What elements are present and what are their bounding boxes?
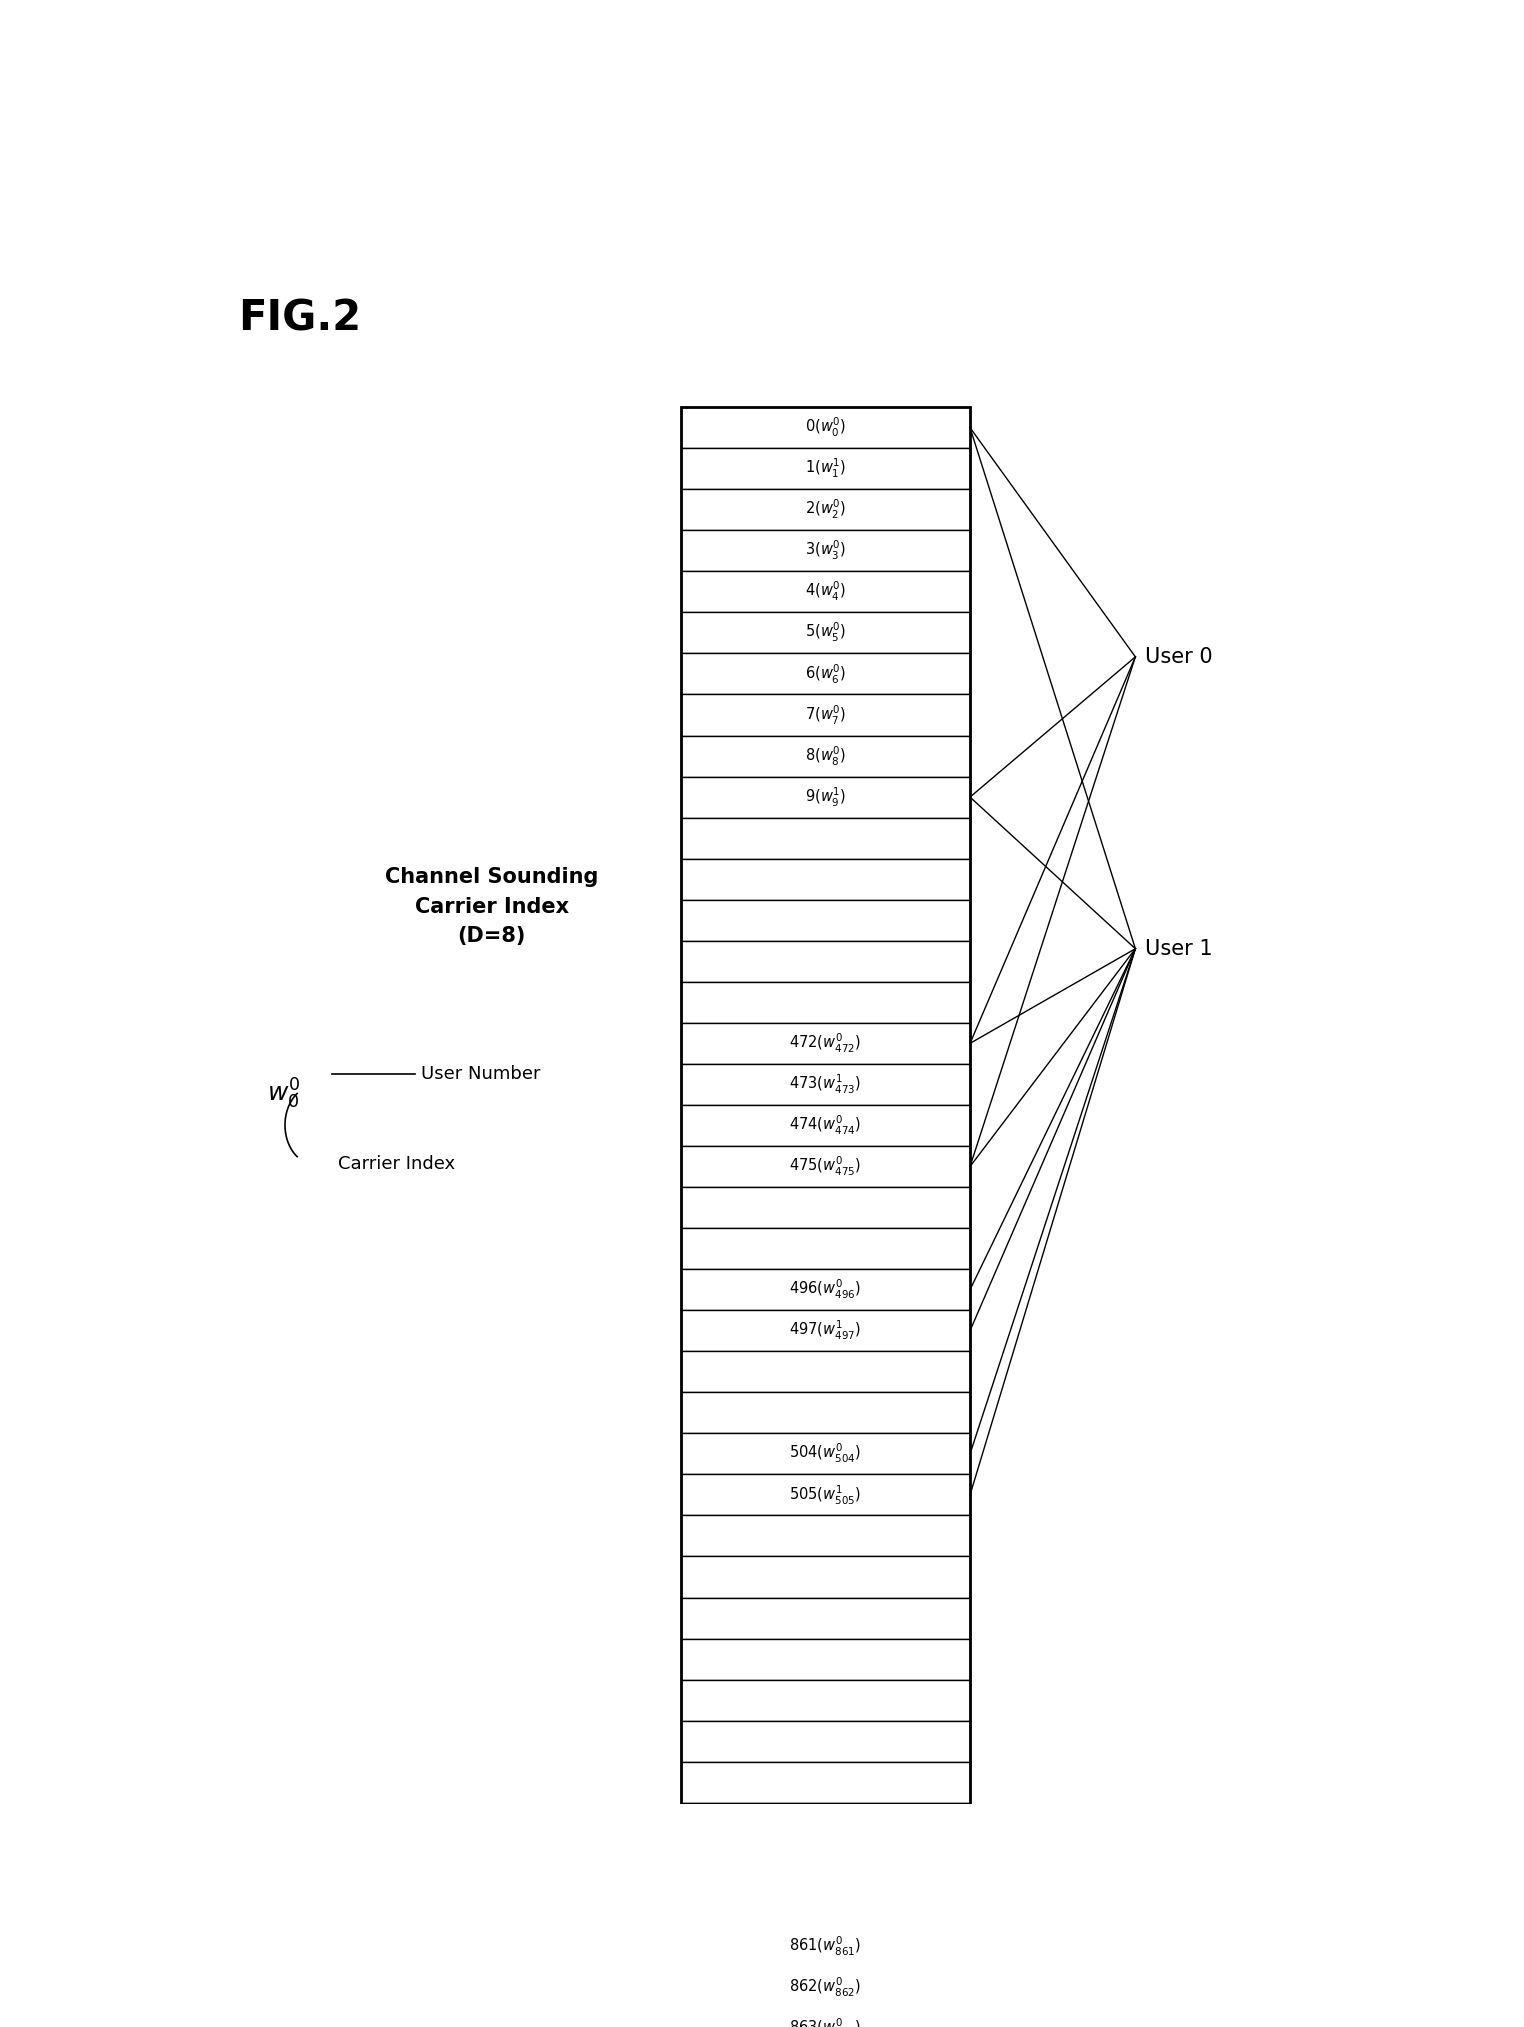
Bar (681, 1845, 971, 1885)
Bar (681, 817, 971, 859)
Text: $w_0^0$: $w_0^0$ (267, 1076, 300, 1111)
Bar (681, 531, 971, 572)
Text: $7(w_{7}^{0})$: $7(w_{7}^{0})$ (805, 703, 846, 726)
Text: $505(w_{505}^{1})$: $505(w_{505}^{1})$ (789, 1484, 861, 1506)
Bar (681, 941, 971, 981)
Text: FIG.2: FIG.2 (238, 298, 361, 341)
Text: $473(w_{473}^{1})$: $473(w_{473}^{1})$ (789, 1072, 861, 1097)
Text: User Number: User Number (421, 1064, 541, 1082)
Bar (681, 1269, 971, 1309)
Text: $4(w_{4}^{0})$: $4(w_{4}^{0})$ (805, 580, 846, 604)
Bar (681, 1352, 971, 1393)
Text: $0(w_{0}^{0})$: $0(w_{0}^{0})$ (805, 416, 846, 440)
Bar (681, 572, 971, 612)
Text: Channel Sounding
Carrier Index
(D=8): Channel Sounding Carrier Index (D=8) (386, 868, 599, 947)
Bar (681, 1680, 971, 1721)
Bar (681, 1926, 971, 1966)
Bar (681, 695, 971, 736)
Bar (681, 1885, 971, 1926)
Text: $9(w_{9}^{1})$: $9(w_{9}^{1})$ (805, 786, 846, 809)
Text: $474(w_{474}^{0})$: $474(w_{474}^{0})$ (789, 1115, 861, 1137)
Text: $8(w_{8}^{0})$: $8(w_{8}^{0})$ (805, 744, 846, 768)
Bar (681, 653, 971, 695)
Bar (681, 1761, 971, 1802)
Text: $496(w_{496}^{0})$: $496(w_{496}^{0})$ (789, 1279, 861, 1301)
Bar (681, 489, 971, 531)
Text: $1(w_{1}^{1})$: $1(w_{1}^{1})$ (805, 458, 846, 480)
Bar (681, 859, 971, 900)
Bar (681, 1802, 971, 1845)
Bar (681, 612, 971, 653)
Text: $5(w_{5}^{0})$: $5(w_{5}^{0})$ (805, 622, 846, 645)
Bar (681, 900, 971, 941)
Text: User 1: User 1 (1145, 939, 1213, 959)
Bar (681, 1105, 971, 1145)
Text: $862(w_{862}^{0})$: $862(w_{862}^{0})$ (789, 1976, 861, 1999)
Bar (681, 1393, 971, 1433)
Text: $863(w_{863}^{0})$: $863(w_{863}^{0})$ (789, 2017, 861, 2027)
Text: $2(w_{2}^{0})$: $2(w_{2}^{0})$ (805, 499, 846, 521)
Text: User 0: User 0 (1145, 647, 1213, 667)
Text: $3(w_{3}^{0})$: $3(w_{3}^{0})$ (805, 539, 846, 561)
Bar (681, 2009, 971, 2027)
Text: $497(w_{497}^{1})$: $497(w_{497}^{1})$ (789, 1320, 861, 1342)
Bar (681, 1024, 971, 1064)
Bar (681, 1557, 971, 1597)
Bar (681, 1638, 971, 1680)
Text: Carrier Index: Carrier Index (338, 1155, 456, 1174)
Bar (681, 1433, 971, 1474)
Bar (681, 1474, 971, 1516)
Bar (681, 981, 971, 1024)
Text: $504(w_{504}^{0})$: $504(w_{504}^{0})$ (789, 1443, 861, 1466)
Text: $861(w_{861}^{0})$: $861(w_{861}^{0})$ (789, 1936, 861, 1958)
Bar (681, 1145, 971, 1188)
Text: $6(w_{6}^{0})$: $6(w_{6}^{0})$ (805, 663, 846, 685)
Bar (681, 1309, 971, 1352)
Bar (681, 1064, 971, 1105)
Bar (681, 1597, 971, 1638)
Bar (681, 1228, 971, 1269)
Text: $472(w_{472}^{0})$: $472(w_{472}^{0})$ (789, 1032, 861, 1054)
Bar (681, 1516, 971, 1557)
Bar (681, 1188, 971, 1228)
Bar (681, 407, 971, 448)
Bar (681, 736, 971, 776)
Bar (681, 776, 971, 817)
Bar (681, 448, 971, 489)
Bar (681, 1721, 971, 1761)
Text: $475(w_{475}^{0})$: $475(w_{475}^{0})$ (789, 1155, 861, 1178)
Bar (681, 1966, 971, 2009)
Bar (681, 407, 971, 2027)
